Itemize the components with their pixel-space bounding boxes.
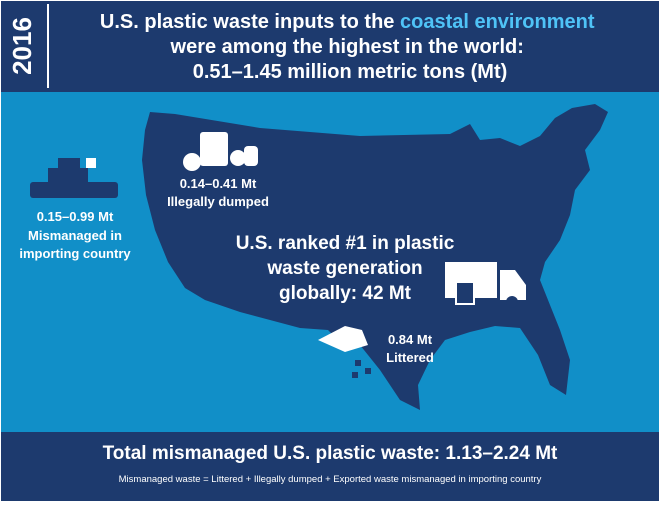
title-line: U.S. plastic waste inputs to the coastal… [100, 11, 595, 33]
footer-total: Total mismanaged U.S. plastic waste: 1.1… [103, 443, 558, 464]
title: U.S. plastic waste inputs to the coastal… [100, 11, 600, 83]
callout-label: Mismanaged in [28, 228, 122, 243]
callout-label: Littered [386, 350, 434, 365]
ranking-line: globally: 42 Mt [279, 283, 412, 304]
year: 2016 [7, 17, 37, 75]
callout-value: 0.14–0.41 Mt [180, 176, 257, 191]
title-highlight: coastal environment [400, 11, 595, 33]
title-line: 0.51–1.45 million metric tons (Mt) [193, 61, 508, 83]
dump-icon [183, 132, 258, 171]
hand-icon [318, 326, 371, 378]
ship-icon [30, 158, 118, 198]
ranking-line: waste generation [266, 258, 422, 279]
title-line: were among the highest in the world: [170, 36, 524, 58]
truck-icon [445, 262, 526, 308]
title-part: U.S. plastic waste inputs to the [100, 11, 395, 33]
us-map [142, 104, 608, 410]
ranking-line: U.S. ranked #1 in plastic [236, 233, 455, 254]
callout-value: 0.15–0.99 Mt [37, 209, 114, 224]
footer-note: Mismanaged waste = Littered + Illegally … [119, 474, 542, 485]
callout-label: Illegally dumped [167, 194, 269, 209]
callout-value: 0.84 Mt [388, 332, 433, 347]
header-band [1, 1, 659, 92]
callout-label: importing country [19, 246, 131, 261]
footer-band [1, 432, 659, 501]
